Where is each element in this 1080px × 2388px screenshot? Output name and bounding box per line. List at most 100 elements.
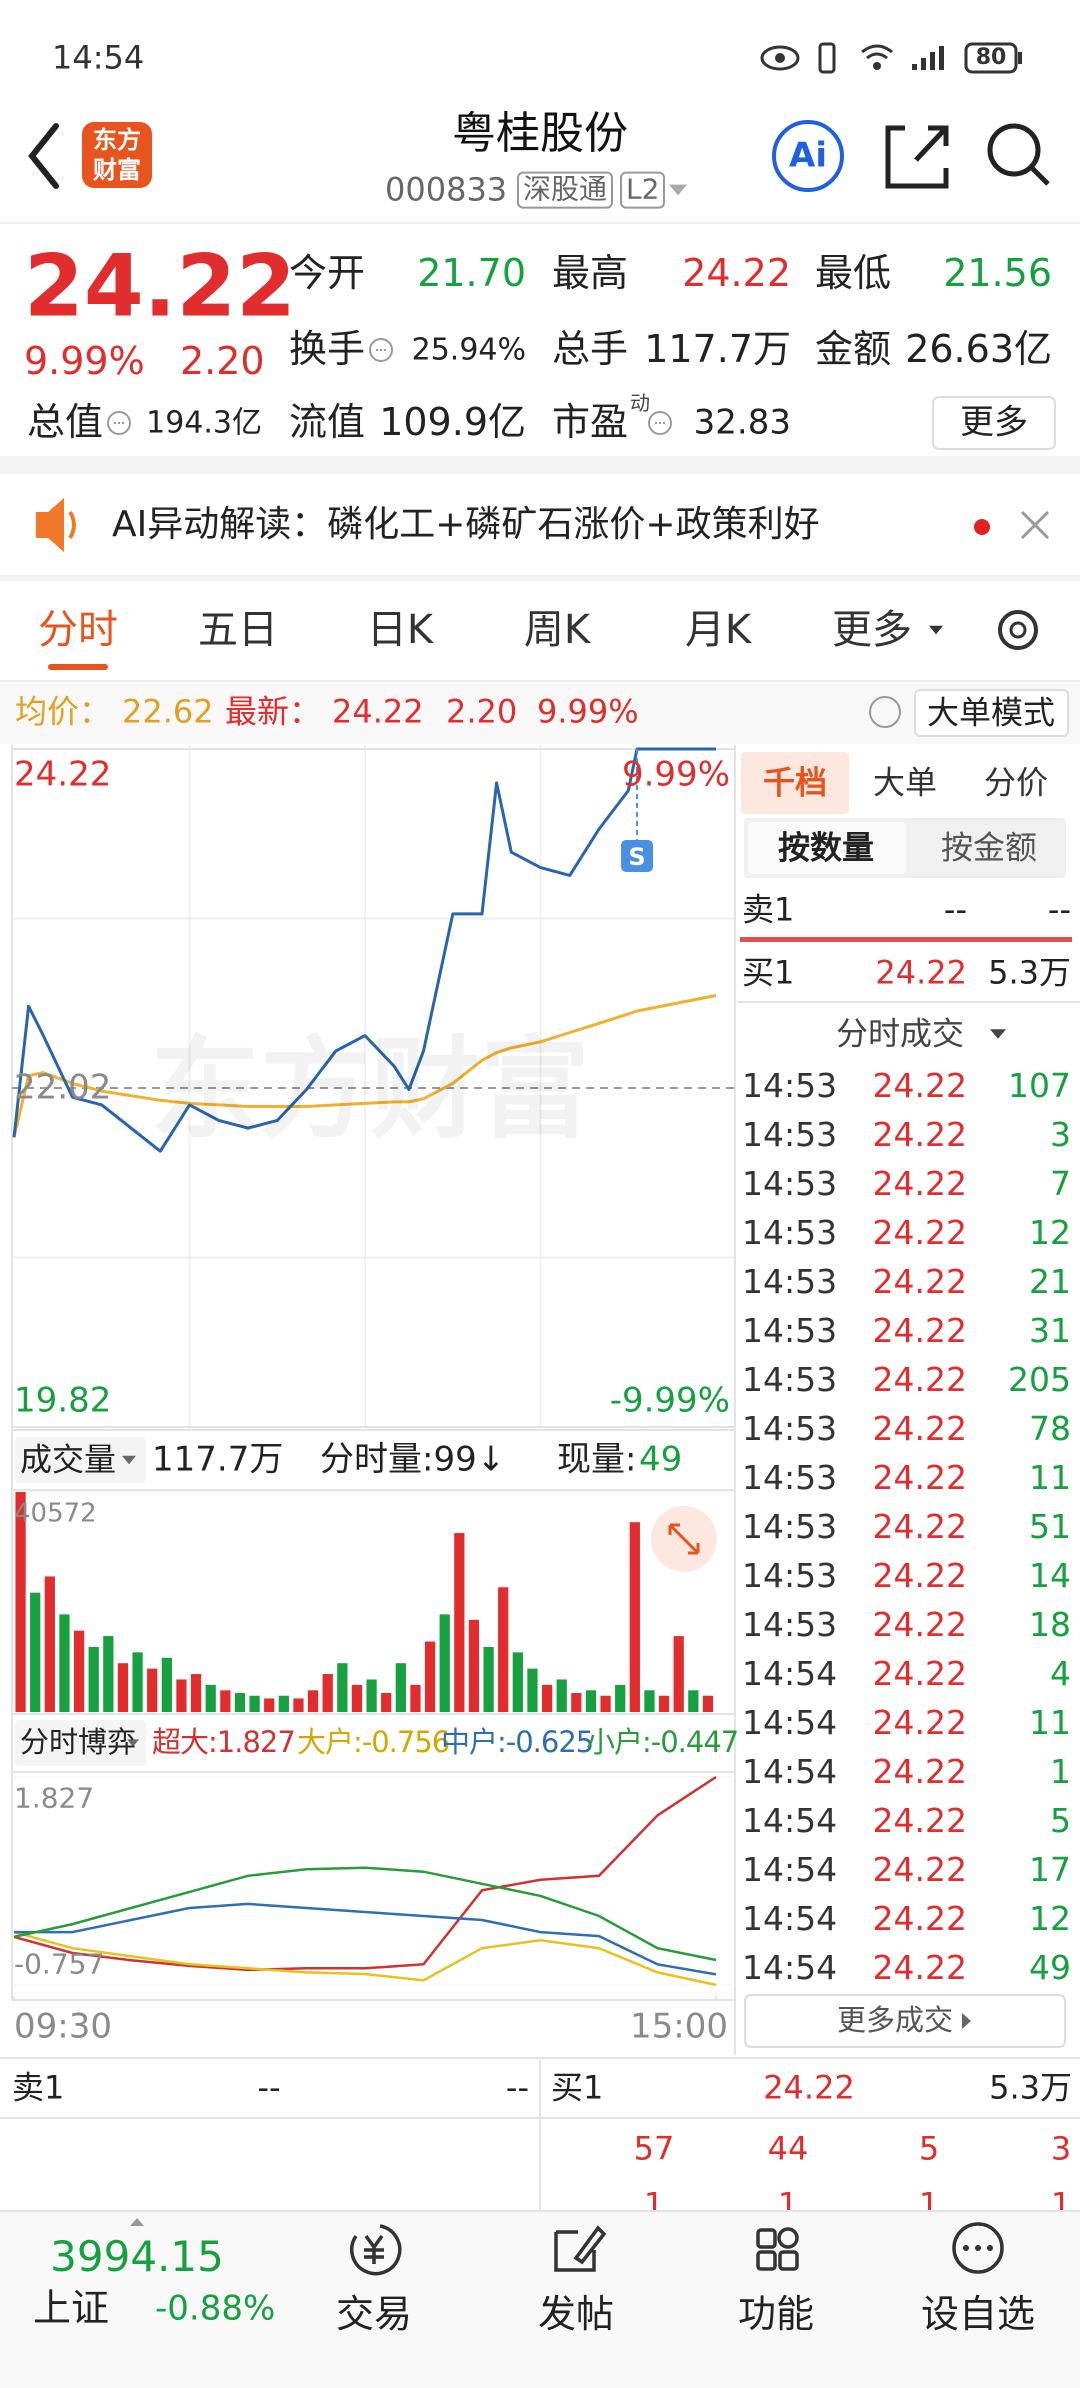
tab-underline — [48, 664, 108, 670]
current-volume-label: 现量: — [557, 1439, 637, 1480]
volume-label[interactable]: 成交量 — [20, 1440, 117, 1479]
dropdown-box — [15, 1437, 146, 1483]
trades-title[interactable]: 分时成交 — [835, 1014, 965, 1053]
current-volume: 49 — [639, 1439, 683, 1480]
logo-text: 财富 — [93, 155, 141, 184]
icon — [775, 53, 785, 63]
trade-price: 24.22 — [872, 1604, 967, 1644]
ai-button[interactable]: Ai — [789, 135, 827, 176]
trade-time: 14:53 — [742, 1163, 838, 1203]
field-value: 24.22 — [682, 251, 791, 296]
trade-price: 24.22 — [872, 1898, 967, 1938]
volume-bar — [439, 1614, 450, 1712]
signal-badge — [621, 840, 654, 872]
icon — [930, 52, 935, 70]
mode-option[interactable]: 按金额 — [940, 828, 1038, 867]
minute-volume: 分时量:99↓ — [320, 1439, 506, 1480]
period-tab[interactable]: 分时 — [38, 607, 118, 653]
battery-level: 80 — [975, 44, 1007, 70]
trade-time: 14:53 — [742, 1065, 838, 1105]
dropdown-caret — [990, 1029, 1006, 1039]
panel-tab[interactable]: 分价 — [983, 763, 1049, 802]
volume-bar — [571, 1693, 582, 1712]
y-tick-label: 40572 — [14, 1498, 97, 1529]
period-tab[interactable]: 周K — [523, 607, 591, 653]
trade-price: 24.22 — [872, 1065, 967, 1105]
settings-icon — [1009, 621, 1027, 639]
flow-line — [13, 1866, 717, 1962]
nav-item[interactable]: 交易 — [335, 2292, 413, 2337]
more-trades-label[interactable]: 更多成交 — [836, 2003, 954, 2038]
trade-volume: 3 — [1050, 1114, 1071, 1154]
price-line — [12, 994, 717, 1138]
change-amount: 2.20 — [180, 339, 265, 384]
period-tab[interactable]: 日K — [366, 607, 434, 653]
dropdown-box — [15, 1720, 146, 1766]
volume-bar — [512, 1652, 523, 1712]
more-button — [932, 396, 1056, 450]
icon — [964, 42, 1018, 74]
field-value: 109.9亿 — [379, 400, 526, 445]
volume-bar — [234, 1693, 246, 1712]
nav-item[interactable]: 发帖 — [537, 2292, 615, 2337]
trade-price: 24.22 — [872, 1359, 967, 1399]
level-tag: L2 — [620, 171, 666, 209]
ai-banner-text[interactable]: AI异动解读：磷化工+磷矿石涨价+政策利好 — [112, 504, 820, 546]
nav-item[interactable]: 设自选 — [920, 2292, 1036, 2337]
trade-volume: 11 — [1029, 1702, 1071, 1742]
volume-bar — [73, 1630, 85, 1712]
ask-volume: -- — [1047, 890, 1071, 929]
volume-bar — [15, 1492, 26, 1712]
y-tick-label: -0.757 — [14, 1947, 105, 1981]
bottom-nav — [0, 2210, 1080, 2388]
ask-price: -- — [257, 2068, 281, 2107]
period-tab[interactable]: 五日 — [198, 607, 278, 653]
watermark: 东方财富 — [150, 1025, 590, 1154]
trade-time: 14:53 — [742, 1604, 838, 1644]
trade-time: 14:53 — [742, 1408, 838, 1448]
volume-bar — [673, 1636, 684, 1712]
volume-bar — [59, 1614, 70, 1712]
speaker-icon — [68, 510, 76, 540]
trade-price: 24.22 — [872, 1212, 967, 1252]
nav-item[interactable]: 功能 — [737, 2292, 815, 2337]
icon — [760, 45, 800, 71]
more-button-label[interactable]: 更多 — [960, 402, 1028, 443]
flow-label[interactable]: 分时博弈 — [20, 1725, 137, 1760]
trade-volume: 11 — [1029, 1457, 1071, 1497]
volume-bar — [117, 1663, 129, 1712]
panel-tab[interactable]: 千档 — [762, 763, 828, 802]
flow-line — [13, 1930, 717, 1987]
trade-price: 24.22 — [872, 1800, 967, 1840]
volume-bar — [88, 1646, 99, 1712]
index-name: 上证 — [33, 2286, 110, 2331]
volume-bar — [132, 1652, 143, 1712]
field-label: 市盈 — [552, 400, 629, 445]
field-label: 总手 — [552, 327, 629, 372]
trade-time: 14:54 — [742, 1702, 838, 1742]
tab-active-bg — [741, 752, 849, 814]
volume-bar — [293, 1698, 304, 1712]
panel-tab[interactable]: 大单 — [872, 763, 938, 802]
index-value: 3994.15 — [50, 2231, 224, 2281]
volume-bar — [322, 1674, 333, 1712]
volume-bar — [366, 1679, 377, 1712]
x-tick-label: 09:30 — [14, 2006, 112, 2047]
icon — [1018, 52, 1022, 64]
field-label: 总值 — [27, 400, 104, 445]
volume-bar — [468, 1619, 480, 1712]
trade-time: 14:53 — [742, 1212, 838, 1252]
trade-price: 24.22 — [872, 1457, 967, 1497]
period-tab[interactable]: 更多 — [832, 607, 912, 653]
field-label: 换手 — [289, 327, 366, 372]
mode-button-label[interactable]: 大单模式 — [926, 693, 1056, 732]
dropdown-caret — [122, 1455, 136, 1465]
back-icon — [28, 123, 59, 189]
stock-code: 000833 — [385, 170, 508, 209]
ask-label: 卖1 — [12, 2068, 65, 2107]
period-tab[interactable]: 月K — [684, 607, 752, 653]
mode-option[interactable]: 按数量 — [777, 828, 875, 867]
latest-change: 2.20 — [446, 692, 518, 731]
volume-bar — [190, 1674, 202, 1712]
